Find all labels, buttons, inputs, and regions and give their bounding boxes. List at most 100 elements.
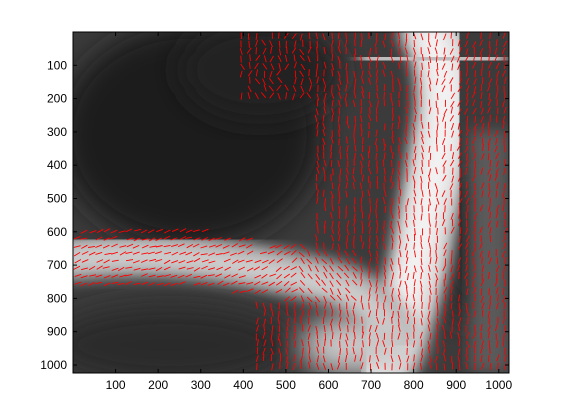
field-vector xyxy=(361,174,364,182)
field-vector xyxy=(185,273,192,278)
field-vector xyxy=(458,271,460,280)
field-vector xyxy=(346,121,350,129)
field-vector xyxy=(420,354,424,362)
field-vector xyxy=(375,242,379,250)
field-vector xyxy=(473,227,476,235)
field-vector xyxy=(201,237,209,241)
field-vector xyxy=(331,53,334,62)
field-vector xyxy=(338,39,341,47)
field-vector xyxy=(73,265,81,270)
field-vector xyxy=(397,220,400,228)
field-vector xyxy=(294,340,297,348)
field-vector xyxy=(239,290,247,293)
field-vector xyxy=(95,251,103,255)
field-vector xyxy=(390,257,394,265)
field-vector xyxy=(435,212,438,220)
field-vector xyxy=(293,316,296,324)
field-vector xyxy=(119,251,127,256)
field-vector xyxy=(374,39,378,47)
field-vector xyxy=(255,69,258,77)
field-vector xyxy=(436,339,438,347)
field-vector xyxy=(458,211,461,219)
field-vector xyxy=(428,204,430,212)
field-vector xyxy=(428,264,431,272)
field-vector xyxy=(436,69,439,77)
field-vector xyxy=(474,129,477,137)
field-vector xyxy=(300,63,306,71)
field-vector xyxy=(316,129,319,137)
field-vector xyxy=(480,54,483,62)
field-vector xyxy=(494,174,498,182)
field-vector xyxy=(278,310,280,318)
field-vector xyxy=(391,234,394,243)
field-vector xyxy=(293,302,296,310)
field-vector xyxy=(413,166,417,174)
field-vector xyxy=(465,99,469,107)
field-vector xyxy=(324,92,327,100)
field-vector xyxy=(480,362,485,370)
field-vector xyxy=(268,259,275,264)
field-vector xyxy=(270,347,274,355)
field-vector xyxy=(441,63,446,70)
field-vector xyxy=(368,77,371,85)
field-vector xyxy=(118,230,126,234)
field-vector xyxy=(435,78,439,86)
field-vector xyxy=(481,265,485,273)
field-vector xyxy=(442,264,447,272)
field-vector xyxy=(323,271,328,279)
field-vector xyxy=(427,70,430,78)
field-vector xyxy=(413,92,416,100)
field-vector xyxy=(413,213,416,221)
x-tick-label: 1000 xyxy=(485,378,512,392)
field-vector xyxy=(502,190,505,198)
field-vector xyxy=(331,63,335,71)
field-vector xyxy=(480,129,484,137)
field-vector xyxy=(345,174,349,182)
field-vector xyxy=(339,168,342,176)
field-vector xyxy=(383,175,386,183)
field-vector xyxy=(420,175,423,183)
field-vector xyxy=(255,355,259,363)
field-vector xyxy=(443,198,447,205)
field-vector xyxy=(503,76,507,85)
field-vector xyxy=(368,167,372,175)
field-vector xyxy=(435,273,439,281)
field-vector xyxy=(405,123,408,131)
field-vector xyxy=(465,48,469,56)
field-vector xyxy=(480,182,485,190)
field-vector xyxy=(278,40,281,48)
field-vector xyxy=(321,287,328,293)
field-vector xyxy=(479,48,484,55)
y-tick-label: 100 xyxy=(47,58,67,72)
field-vector xyxy=(435,39,438,47)
field-vector xyxy=(436,115,439,123)
field-vector xyxy=(435,279,437,287)
field-vector xyxy=(412,123,416,131)
field-vector xyxy=(315,249,321,256)
field-vector xyxy=(141,252,149,255)
field-vector xyxy=(322,138,326,145)
x-tick-label: 800 xyxy=(404,378,424,392)
field-vector xyxy=(420,242,423,250)
field-vector xyxy=(412,340,416,348)
field-vector xyxy=(267,250,275,255)
grayscale-fluorescence-image xyxy=(73,32,509,373)
field-vector xyxy=(336,362,341,370)
field-vector xyxy=(284,287,291,293)
field-vector xyxy=(376,316,380,324)
field-vector xyxy=(480,340,485,348)
field-vector xyxy=(487,153,490,161)
field-vector xyxy=(383,272,387,280)
field-vector xyxy=(215,243,223,248)
field-vector xyxy=(192,229,200,233)
field-vector xyxy=(458,324,460,332)
field-vector xyxy=(428,280,432,288)
field-vector xyxy=(413,181,416,189)
field-vector xyxy=(413,61,417,69)
field-vector xyxy=(428,198,431,206)
field-vector xyxy=(368,302,370,310)
field-vector xyxy=(481,190,484,198)
field-vector xyxy=(330,191,334,198)
field-vector xyxy=(316,339,320,347)
field-vector xyxy=(330,234,335,242)
